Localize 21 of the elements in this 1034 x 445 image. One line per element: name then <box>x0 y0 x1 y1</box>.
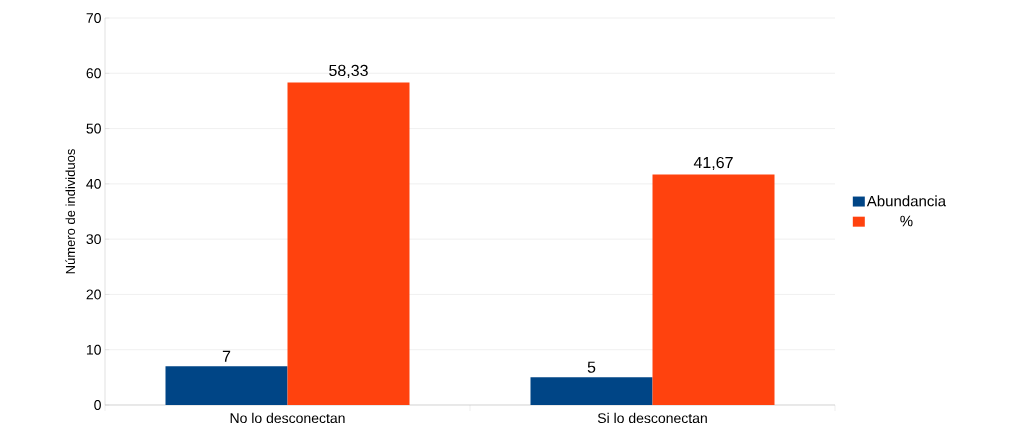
bar <box>652 174 775 405</box>
y-tick-label: 10 <box>86 344 101 355</box>
data-label: 7 <box>222 350 231 362</box>
data-label: 41,67 <box>693 156 733 171</box>
bar <box>287 82 410 405</box>
x-tick-label: Si lo desconectan <box>597 412 707 424</box>
y-axis-title: Número de individuos <box>65 149 76 274</box>
bar <box>530 377 653 405</box>
y-tick-label: 20 <box>86 289 101 300</box>
y-tick-label: 50 <box>86 123 101 134</box>
bar <box>165 366 288 405</box>
y-tick-label: 0 <box>94 400 101 410</box>
data-label: 58,33 <box>329 64 368 78</box>
y-tick-label: 70 <box>86 13 101 23</box>
y-tick-label: 30 <box>86 234 101 245</box>
legend-label: % <box>900 215 913 227</box>
y-tick-label: 40 <box>86 178 101 189</box>
data-label: 5 <box>587 361 596 373</box>
x-tick-label: No lo desconectan <box>230 412 345 424</box>
y-tick-label: 60 <box>86 68 101 79</box>
legend-label: Abundancia <box>866 195 947 207</box>
